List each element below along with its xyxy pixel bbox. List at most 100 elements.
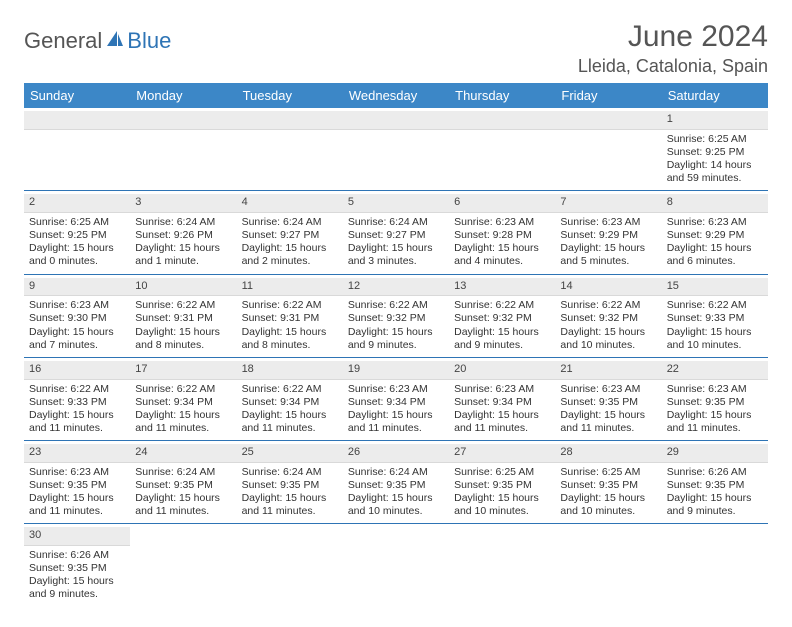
calendar-grid: Sunday Monday Tuesday Wednesday Thursday… [24,83,768,607]
day-number: 9 [24,278,130,297]
sunrise-text: Sunrise: 6:23 AM [29,299,125,312]
sunrise-text: Sunrise: 6:25 AM [454,466,550,479]
sunrise-text: Sunrise: 6:25 AM [560,466,656,479]
daylight2-text: and 4 minutes. [454,255,550,268]
sunrise-text: Sunrise: 6:23 AM [667,383,763,396]
day-header-row: Sunday Monday Tuesday Wednesday Thursday… [24,83,768,108]
day-number: 25 [237,444,343,463]
day-cell: 23Sunrise: 6:23 AMSunset: 9:35 PMDayligh… [24,441,130,523]
sunrise-text: Sunrise: 6:24 AM [242,466,338,479]
header: General Blue June 2024 Lleida, Catalonia… [24,20,768,77]
daylight1-text: Daylight: 15 hours [560,242,656,255]
daylight1-text: Daylight: 15 hours [667,492,763,505]
week-row: 23Sunrise: 6:23 AMSunset: 9:35 PMDayligh… [24,441,768,524]
day-number: 27 [449,444,555,463]
daylight2-text: and 6 minutes. [667,255,763,268]
daylight2-text: and 11 minutes. [348,422,444,435]
title-block: June 2024 Lleida, Catalonia, Spain [578,20,768,77]
day-number: 3 [130,194,236,213]
daylight1-text: Daylight: 15 hours [135,492,231,505]
daylight1-text: Daylight: 14 hours [667,159,763,172]
day-cell: 30Sunrise: 6:26 AMSunset: 9:35 PMDayligh… [24,524,130,606]
sunrise-text: Sunrise: 6:22 AM [29,383,125,396]
sunset-text: Sunset: 9:33 PM [667,312,763,325]
daylight2-text: and 11 minutes. [29,422,125,435]
day-cell: 26Sunrise: 6:24 AMSunset: 9:35 PMDayligh… [343,441,449,523]
day-number: 19 [343,361,449,380]
day-header-wed: Wednesday [343,83,449,108]
daylight2-text: and 11 minutes. [135,505,231,518]
day-number: 30 [24,527,130,546]
sunset-text: Sunset: 9:32 PM [454,312,550,325]
sunrise-text: Sunrise: 6:24 AM [348,466,444,479]
empty-cell [237,524,343,606]
empty-cell [237,108,343,190]
daylight2-text: and 10 minutes. [454,505,550,518]
day-cell: 10Sunrise: 6:22 AMSunset: 9:31 PMDayligh… [130,275,236,357]
day-cell: 17Sunrise: 6:22 AMSunset: 9:34 PMDayligh… [130,358,236,440]
daylight1-text: Daylight: 15 hours [667,242,763,255]
week-row: 30Sunrise: 6:26 AMSunset: 9:35 PMDayligh… [24,524,768,606]
day-number: 17 [130,361,236,380]
day-number: 10 [130,278,236,297]
sunrise-text: Sunrise: 6:25 AM [29,216,125,229]
sunset-text: Sunset: 9:27 PM [348,229,444,242]
day-cell: 16Sunrise: 6:22 AMSunset: 9:33 PMDayligh… [24,358,130,440]
day-cell: 12Sunrise: 6:22 AMSunset: 9:32 PMDayligh… [343,275,449,357]
day-number: 15 [662,278,768,297]
sunset-text: Sunset: 9:34 PM [135,396,231,409]
brand-part2: Blue [127,28,171,54]
sunrise-text: Sunrise: 6:23 AM [667,216,763,229]
week-row: 1Sunrise: 6:25 AMSunset: 9:25 PMDaylight… [24,108,768,191]
day-cell: 11Sunrise: 6:22 AMSunset: 9:31 PMDayligh… [237,275,343,357]
daylight1-text: Daylight: 15 hours [454,242,550,255]
daylight2-text: and 2 minutes. [242,255,338,268]
daylight2-text: and 11 minutes. [454,422,550,435]
day-cell: 1Sunrise: 6:25 AMSunset: 9:25 PMDaylight… [662,108,768,190]
sunrise-text: Sunrise: 6:23 AM [454,216,550,229]
empty-cell [449,108,555,190]
sunset-text: Sunset: 9:29 PM [560,229,656,242]
empty-cell [343,524,449,606]
empty-day-number [555,111,661,130]
daylight2-text: and 0 minutes. [29,255,125,268]
sunset-text: Sunset: 9:35 PM [560,479,656,492]
daylight2-text: and 9 minutes. [454,339,550,352]
daylight1-text: Daylight: 15 hours [454,492,550,505]
sunrise-text: Sunrise: 6:22 AM [560,299,656,312]
daylight1-text: Daylight: 15 hours [560,409,656,422]
sunrise-text: Sunrise: 6:22 AM [135,299,231,312]
daylight1-text: Daylight: 15 hours [135,326,231,339]
sunrise-text: Sunrise: 6:22 AM [242,299,338,312]
sunset-text: Sunset: 9:35 PM [135,479,231,492]
daylight2-text: and 7 minutes. [29,339,125,352]
sunset-text: Sunset: 9:35 PM [29,562,125,575]
day-header-fri: Friday [555,83,661,108]
daylight2-text: and 10 minutes. [348,505,444,518]
day-cell: 21Sunrise: 6:23 AMSunset: 9:35 PMDayligh… [555,358,661,440]
sunrise-text: Sunrise: 6:22 AM [667,299,763,312]
daylight1-text: Daylight: 15 hours [29,409,125,422]
day-header-thu: Thursday [449,83,555,108]
sunset-text: Sunset: 9:32 PM [348,312,444,325]
empty-day-number [130,111,236,130]
daylight2-text: and 59 minutes. [667,172,763,185]
daylight1-text: Daylight: 15 hours [29,242,125,255]
day-header-mon: Monday [130,83,236,108]
daylight1-text: Daylight: 15 hours [667,326,763,339]
day-header-sat: Saturday [662,83,768,108]
sunset-text: Sunset: 9:27 PM [242,229,338,242]
daylight1-text: Daylight: 15 hours [29,575,125,588]
day-number: 2 [24,194,130,213]
day-number: 12 [343,278,449,297]
day-cell: 19Sunrise: 6:23 AMSunset: 9:34 PMDayligh… [343,358,449,440]
daylight1-text: Daylight: 15 hours [242,242,338,255]
sunrise-text: Sunrise: 6:23 AM [560,216,656,229]
daylight2-text: and 9 minutes. [29,588,125,601]
sunrise-text: Sunrise: 6:22 AM [348,299,444,312]
day-number: 6 [449,194,555,213]
day-cell: 6Sunrise: 6:23 AMSunset: 9:28 PMDaylight… [449,191,555,273]
day-cell: 18Sunrise: 6:22 AMSunset: 9:34 PMDayligh… [237,358,343,440]
daylight2-text: and 11 minutes. [560,422,656,435]
empty-cell [449,524,555,606]
